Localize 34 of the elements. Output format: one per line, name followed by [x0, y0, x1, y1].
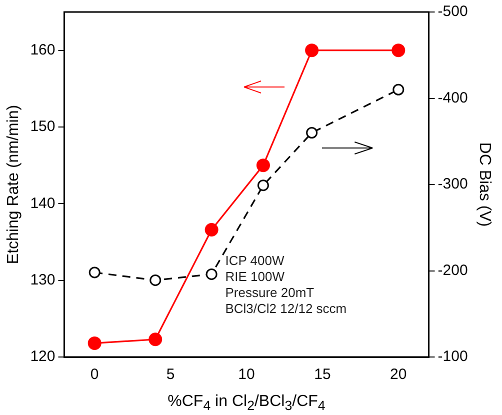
point: [306, 127, 318, 138]
y2-tick-label: -200: [438, 262, 468, 279]
point: [257, 180, 269, 192]
point: [88, 336, 102, 350]
x-tick-label: 20: [390, 366, 407, 384]
x-tick-label: 5: [166, 366, 175, 384]
x-tick-label: 0: [90, 366, 99, 384]
point: [392, 44, 406, 58]
annotation: RIE 100W: [225, 268, 286, 285]
y-tick-label: 130: [30, 271, 56, 288]
annotation: BCl3/Cl2 12/12 sccm: [225, 300, 347, 317]
y-tick-label: 140: [30, 194, 56, 212]
x-tick-label: 15: [314, 366, 331, 384]
y-axis-title: Etching Rate (nm/min): [5, 104, 22, 264]
y-tick-label: 120: [30, 348, 56, 366]
point: [150, 274, 162, 286]
y-tick-label: 150: [30, 118, 56, 136]
y2-tick-label: -400: [438, 89, 468, 106]
y2-tick-label: -100: [438, 348, 468, 366]
point: [256, 158, 270, 172]
annotation: ICP 400W: [225, 252, 286, 269]
y-tick-label: 160: [30, 41, 56, 58]
y2-tick-label: -500: [438, 3, 468, 20]
x-axis-title: %CF$_{4}$ in Cl$_{2}$/BCl$_{3}$/CF$_{4}$: [166, 392, 326, 413]
point: [204, 222, 218, 236]
x-tick-label: 10: [238, 366, 255, 384]
point: [305, 44, 319, 58]
annotation: Pressure 20mT: [225, 284, 316, 301]
point: [392, 84, 404, 96]
point: [148, 332, 162, 346]
y2-tick-label: -300: [438, 176, 468, 193]
point: [206, 268, 218, 280]
y2-axis-title: DC Bias (V): [476, 142, 493, 227]
point: [88, 266, 100, 278]
